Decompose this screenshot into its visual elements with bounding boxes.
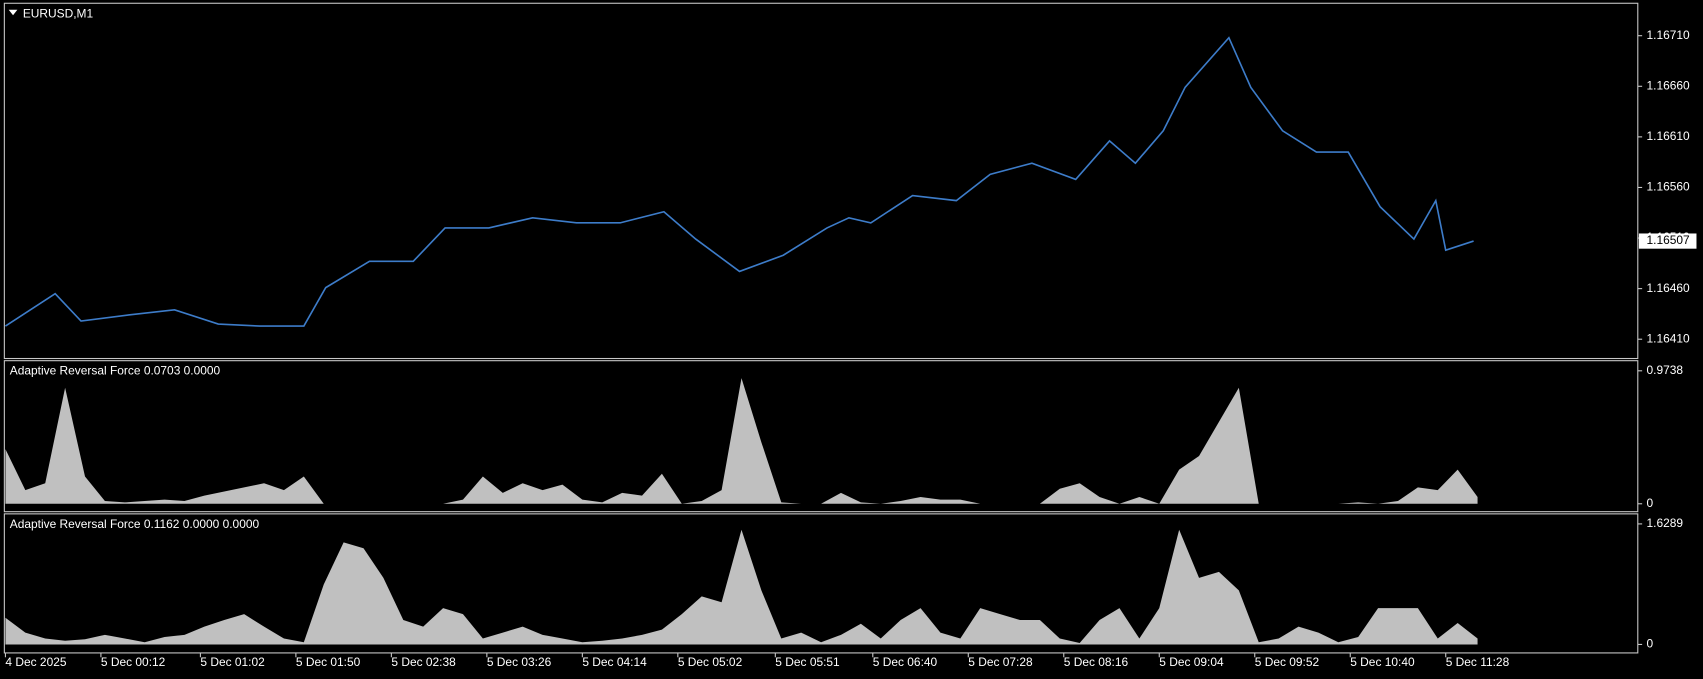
x-tick-label: 5 Dec 08:16 bbox=[1064, 655, 1129, 669]
panel-title: Adaptive Reversal Force 0.0703 0.0000 bbox=[10, 364, 221, 378]
panel-frame bbox=[3, 513, 1639, 654]
x-tick-label: 5 Dec 09:04 bbox=[1159, 655, 1224, 669]
x-tick-label: 5 Dec 01:02 bbox=[200, 655, 265, 669]
menu-triangle bbox=[8, 9, 18, 16]
y-tick-label: 1.16560 bbox=[1646, 180, 1690, 194]
x-tick-label: 5 Dec 04:14 bbox=[582, 655, 647, 669]
x-tick-label: 5 Dec 01:50 bbox=[296, 655, 361, 669]
histogram-area bbox=[5, 529, 1478, 645]
x-tick-label: 5 Dec 11:28 bbox=[1446, 655, 1510, 669]
panel-title: Adaptive Reversal Force 0.1162 0.0000 0.… bbox=[10, 517, 260, 531]
x-tick-label: 5 Dec 03:26 bbox=[487, 655, 552, 669]
panel-frame bbox=[3, 360, 1639, 513]
y-tick-label: 1.6289 bbox=[1646, 516, 1683, 530]
y-tick-label: 1.16610 bbox=[1646, 129, 1690, 143]
x-tick-label: 5 Dec 05:02 bbox=[678, 655, 743, 669]
x-tick-label: 4 Dec 2025 bbox=[5, 655, 66, 669]
y-tick-label: 0 bbox=[1646, 637, 1653, 651]
price-line bbox=[4, 36, 1474, 327]
x-tick-label: 5 Dec 06:40 bbox=[873, 655, 938, 669]
last-price-box bbox=[1638, 233, 1697, 249]
histogram-area bbox=[5, 378, 1478, 504]
x-tick-label: 5 Dec 10:40 bbox=[1350, 655, 1415, 669]
y-tick-label: 0.9738 bbox=[1646, 363, 1683, 377]
x-tick-label: 5 Dec 02:38 bbox=[391, 655, 456, 669]
x-tick-label: 5 Dec 05:51 bbox=[775, 655, 840, 669]
panel-title: EURUSD,M1 bbox=[23, 6, 94, 20]
y-tick-label: 0 bbox=[1646, 496, 1653, 510]
y-tick-label: 1.16460 bbox=[1646, 281, 1690, 295]
x-tick-label: 5 Dec 09:52 bbox=[1255, 655, 1320, 669]
y-tick-label: 1.16660 bbox=[1646, 78, 1690, 92]
x-tick-label: 5 Dec 00:12 bbox=[101, 655, 166, 669]
y-tick-label: 1.16710 bbox=[1646, 28, 1690, 42]
last-price-label: 1.16507 bbox=[1646, 233, 1690, 247]
panel-frame bbox=[3, 2, 1639, 360]
y-tick-label: 1.16410 bbox=[1646, 331, 1690, 345]
x-tick-label: 5 Dec 07:28 bbox=[968, 655, 1033, 669]
